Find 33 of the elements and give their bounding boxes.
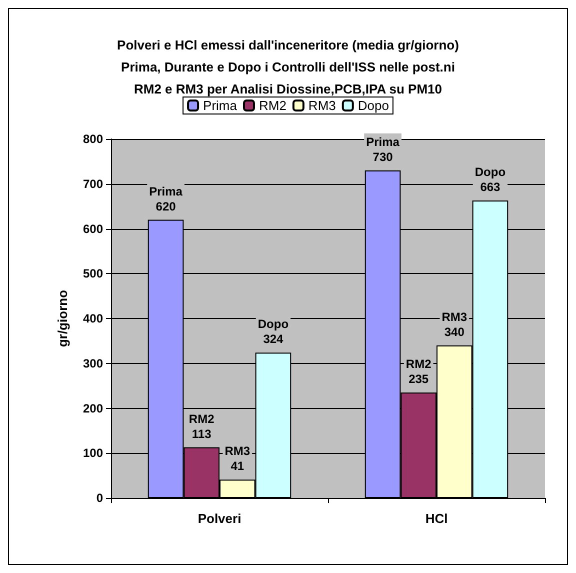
x-tick-label: HCl — [425, 511, 448, 526]
data-label: 340 — [444, 324, 465, 339]
data-label: 235 — [408, 372, 429, 386]
text: Prima — [366, 134, 400, 149]
data-label: 41 — [230, 459, 244, 474]
text: RM3 — [442, 310, 468, 324]
text: Dopo — [258, 317, 289, 332]
text: Prima — [149, 184, 182, 198]
legend-label: RM2 — [258, 98, 286, 113]
y-tick-label: 800 — [82, 132, 104, 146]
y-tick-label: 200 — [82, 401, 104, 416]
text: RM2 — [188, 412, 214, 426]
legend-label: RM3 — [308, 98, 336, 113]
x-tick-label: Polveri — [198, 511, 242, 526]
y-axis-title: gr/giorno — [55, 290, 70, 348]
chart-title: Polveri e HCl emessi dall'inceneritore (media gr/giorno) Prima, Durante e Dopo i Controlli dell'ISS nelle post.ni RM2 e RM3 per Analisi Diossine,PCB,IPA su PM10 — [117, 38, 459, 96]
y-tick-label: 300 — [82, 356, 104, 370]
text: Dopo — [474, 164, 506, 179]
data-label: 113 — [192, 426, 212, 441]
data-label: 730 — [372, 150, 394, 164]
text: RM2 — [406, 357, 432, 372]
data-label: 663 — [480, 180, 501, 194]
y-tick-label: 0 — [96, 491, 104, 505]
data-label: 324 — [263, 332, 284, 346]
legend-label: Prima — [203, 98, 238, 113]
y-tick-label: 700 — [82, 176, 104, 191]
y-tick-label: 600 — [82, 222, 104, 236]
text: RM3 — [224, 444, 250, 458]
legend-label: Dopo — [358, 98, 389, 113]
y-tick-label: 400 — [82, 312, 104, 326]
data-label: 620 — [156, 199, 176, 214]
y-tick-label: 500 — [82, 266, 104, 281]
y-tick-label: 100 — [82, 446, 104, 460]
